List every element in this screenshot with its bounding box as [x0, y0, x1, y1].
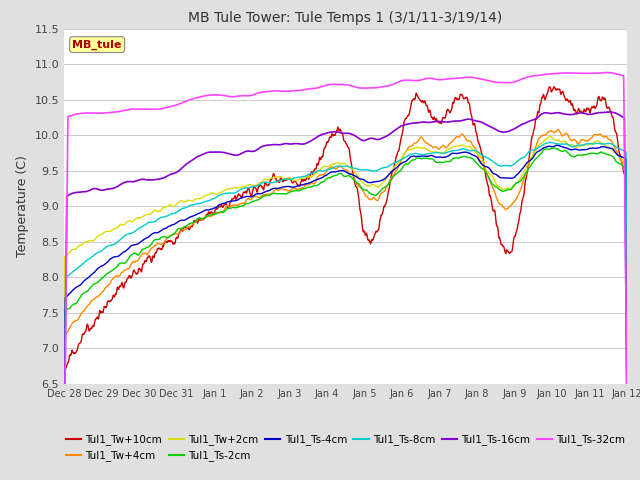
Legend: Tul1_Tw+10cm, Tul1_Tw+4cm, Tul1_Tw+2cm, Tul1_Ts-2cm, Tul1_Ts-4cm, Tul1_Ts-8cm, T: Tul1_Tw+10cm, Tul1_Tw+4cm, Tul1_Tw+2cm, … [61, 430, 630, 466]
Text: MB_tule: MB_tule [72, 39, 122, 50]
Title: MB Tule Tower: Tule Temps 1 (3/1/11-3/19/14): MB Tule Tower: Tule Temps 1 (3/1/11-3/19… [188, 11, 503, 25]
Y-axis label: Temperature (C): Temperature (C) [16, 156, 29, 257]
